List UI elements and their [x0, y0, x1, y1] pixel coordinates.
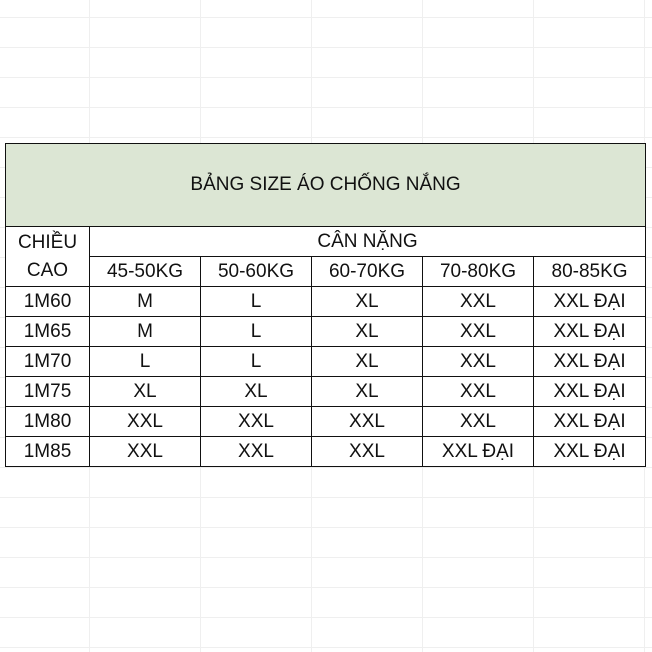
height-cell: 1M75	[5, 376, 90, 407]
size-cell: XL	[311, 316, 423, 347]
size-cell: XL	[89, 376, 201, 407]
weight-column-header: 60-70KG	[311, 256, 423, 287]
table-row: 1M60 M L XL XXL XXL ĐẠI	[5, 286, 647, 317]
size-chart-table: BẢNG SIZE ÁO CHỐNG NẮNG CHIỀU CAO CÂN NẶ…	[4, 143, 647, 467]
weight-column-header: 80-85KG	[532, 256, 647, 287]
weight-columns-row: 45-50KG 50-60KG 60-70KG 70-80KG 80-85KG	[6, 256, 647, 287]
table-row: 1M65 M L XL XXL XXL ĐẠI	[5, 316, 647, 347]
table-title: BẢNG SIZE ÁO CHỐNG NẮNG	[4, 143, 647, 227]
weight-column-header: 50-60KG	[200, 256, 312, 287]
size-cell: XXL ĐẠI	[532, 436, 647, 467]
weight-column-header: 70-80KG	[422, 256, 534, 287]
size-cell: XXL ĐẠI	[422, 436, 534, 467]
size-cell: L	[200, 346, 312, 377]
size-cell: XXL ĐẠI	[532, 346, 647, 377]
size-cell: M	[89, 316, 201, 347]
size-cell: XXL ĐẠI	[532, 316, 647, 347]
height-header: CHIỀU CAO	[5, 226, 90, 287]
height-cell: 1M60	[5, 286, 90, 317]
size-cell: XL	[311, 346, 423, 377]
size-cell: XXL ĐẠI	[532, 406, 647, 437]
size-cell: XXL	[422, 286, 534, 317]
table-row: 1M75 XL XL XL XXL XXL ĐẠI	[5, 376, 647, 407]
size-cell: XXL	[422, 376, 534, 407]
size-cell: XL	[311, 376, 423, 407]
size-cell: XXL ĐẠI	[532, 376, 647, 407]
header-row: CHIỀU CAO CÂN NẶNG	[5, 226, 647, 287]
title-row: BẢNG SIZE ÁO CHỐNG NẮNG	[4, 143, 647, 227]
size-cell: L	[200, 316, 312, 347]
weight-column-header: 45-50KG	[89, 256, 201, 287]
size-cell: XXL	[311, 436, 423, 467]
size-cell: L	[200, 286, 312, 317]
height-cell: 1M80	[5, 406, 90, 437]
table-row: 1M70 L L XL XXL XXL ĐẠI	[5, 346, 647, 377]
size-cell: XXL ĐẠI	[532, 286, 647, 317]
size-cell: XL	[311, 286, 423, 317]
size-cell: XL	[200, 376, 312, 407]
size-cell: M	[89, 286, 201, 317]
height-cell: 1M65	[5, 316, 90, 347]
weight-header: CÂN NẶNG	[88, 226, 647, 257]
size-cell: XXL	[200, 406, 312, 437]
size-cell: XXL	[311, 406, 423, 437]
size-cell: XXL	[422, 346, 534, 377]
size-cell: L	[89, 346, 201, 377]
height-cell: 1M70	[5, 346, 90, 377]
size-cell: XXL	[89, 436, 201, 467]
table-row: 1M80 XXL XXL XXL XXL XXL ĐẠI	[5, 406, 647, 437]
size-cell: XXL	[422, 406, 534, 437]
table-row: 1M85 XXL XXL XXL XXL ĐẠI XXL ĐẠI	[5, 436, 647, 467]
height-cell: 1M85	[5, 436, 90, 467]
size-cell: XXL	[422, 316, 534, 347]
size-cell: XXL	[200, 436, 312, 467]
size-cell: XXL	[89, 406, 201, 437]
